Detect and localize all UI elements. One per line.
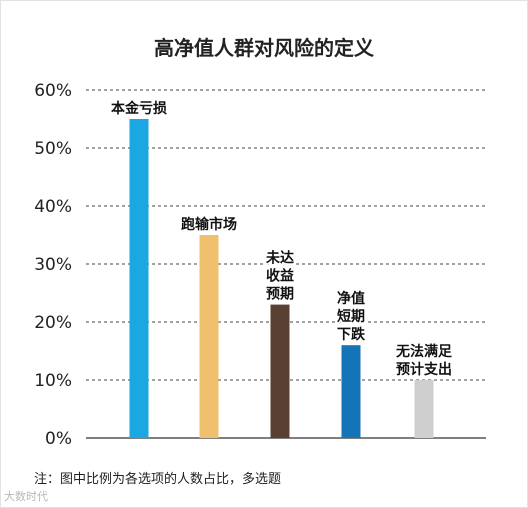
bar xyxy=(129,119,149,438)
chart-footnote: 注：图中比例为各选项的人数占比，多选题 xyxy=(34,472,282,487)
bar-label: 预期 xyxy=(266,287,294,303)
y-tick-label: 60% xyxy=(34,81,72,101)
bar xyxy=(270,304,290,438)
bar xyxy=(199,235,219,438)
y-tick-label: 30% xyxy=(34,255,72,275)
bar-label: 净值 xyxy=(337,290,365,307)
bar-label: 未达 xyxy=(266,250,294,267)
y-tick-label: 40% xyxy=(34,197,72,217)
bar-label: 收益 xyxy=(266,268,294,285)
y-tick-label: 50% xyxy=(34,139,72,159)
bar-label: 无法满足 xyxy=(395,343,453,360)
bar-label: 预计支出 xyxy=(396,361,452,378)
chart-title: 高净值人群对风险的定义 xyxy=(154,36,374,60)
bar xyxy=(341,345,361,438)
y-tick-label: 20% xyxy=(34,313,72,333)
y-tick-label: 10% xyxy=(34,371,72,391)
y-tick-label: 0% xyxy=(45,429,72,449)
bar xyxy=(414,380,434,438)
watermark: 大数时代 xyxy=(4,490,48,503)
bar-label: 跑输市场 xyxy=(181,216,237,233)
bar-label: 短期 xyxy=(337,308,365,325)
bar-label: 下跌 xyxy=(337,327,366,343)
bar-label: 本金亏损 xyxy=(111,100,167,117)
